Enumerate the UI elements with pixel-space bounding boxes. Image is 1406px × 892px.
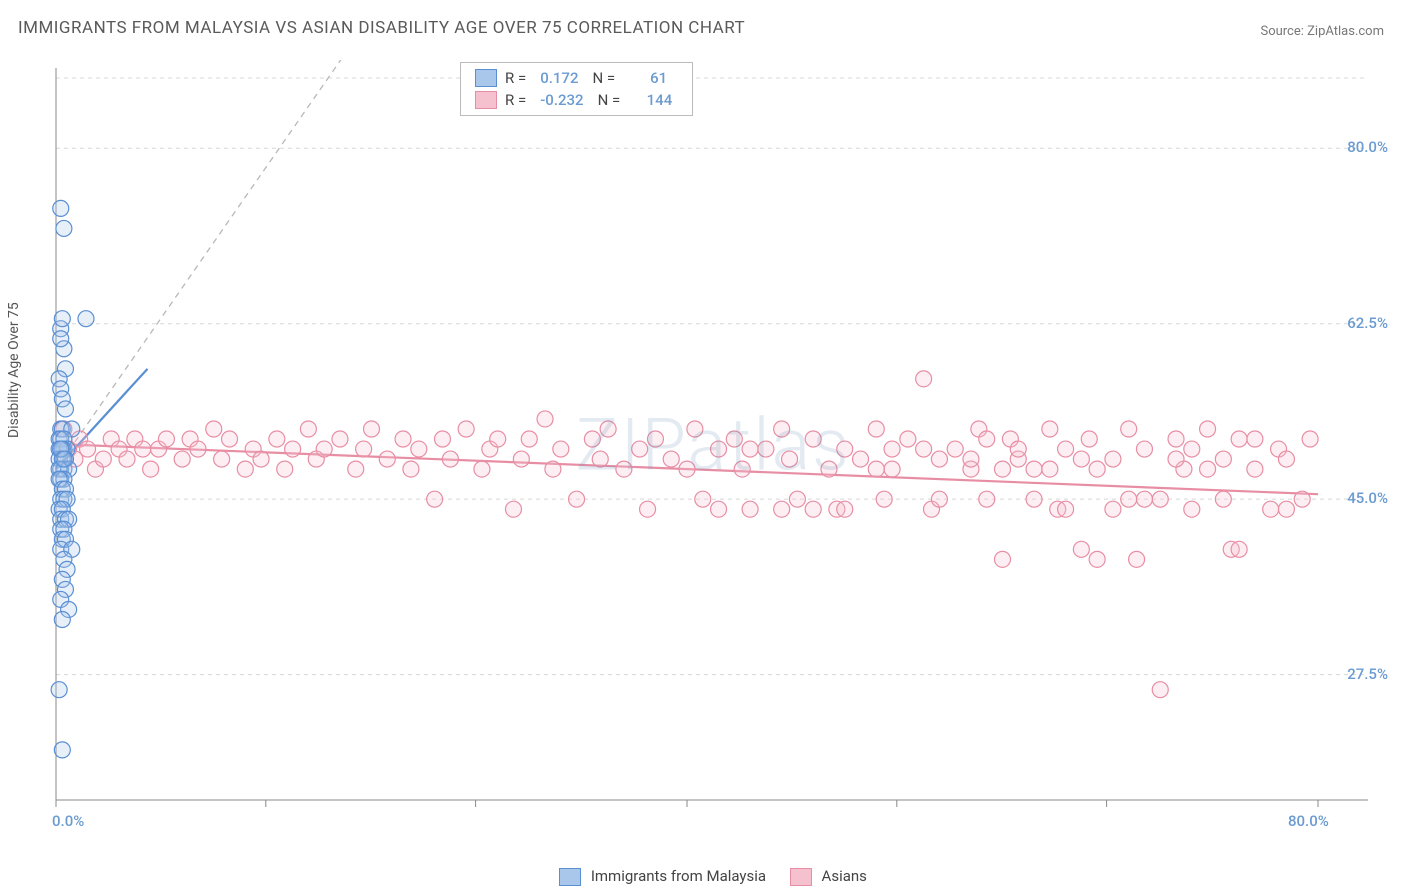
y-tick-label: 45.0% [1347,489,1388,507]
swatch-series-1 [559,868,581,886]
correlation-stats-legend: R = 0.172 N = 61 R = -0.232 N = 144 [460,62,693,116]
x-tick-label: 0.0% [52,812,84,830]
scatter-plot: ZIPatlas [48,60,1378,830]
y-axis-label: Disability Age Over 75 [6,302,22,438]
swatch-series-2 [790,868,812,886]
n-label: N = [592,69,615,87]
y-tick-label: 80.0% [1347,138,1388,156]
n-value-2: 144 [628,91,678,109]
r-value-1: 0.172 [534,69,584,87]
legend-label-2: Asians [822,867,867,885]
swatch-series-1 [475,69,497,87]
swatch-series-2 [475,91,497,109]
r-label: R = [505,69,526,87]
stats-row-series-2: R = -0.232 N = 144 [461,89,692,111]
r-value-2: -0.232 [534,91,589,109]
chart-title: IMMIGRANTS FROM MALAYSIA VS ASIAN DISABI… [18,18,745,38]
y-tick-label: 27.5% [1347,665,1388,683]
n-label: N = [598,91,621,109]
n-value-1: 61 [623,69,673,87]
bottom-legend: Immigrants from Malaysia Asians [0,867,1406,886]
x-tick-label: 80.0% [1288,812,1329,830]
legend-label-1: Immigrants from Malaysia [591,867,766,885]
source-attribution: Source: ZipAtlas.com [1260,24,1384,39]
stats-row-series-1: R = 0.172 N = 61 [461,67,692,89]
y-tick-label: 62.5% [1347,314,1388,332]
chart-svg [48,60,1378,830]
r-label: R = [505,91,526,109]
